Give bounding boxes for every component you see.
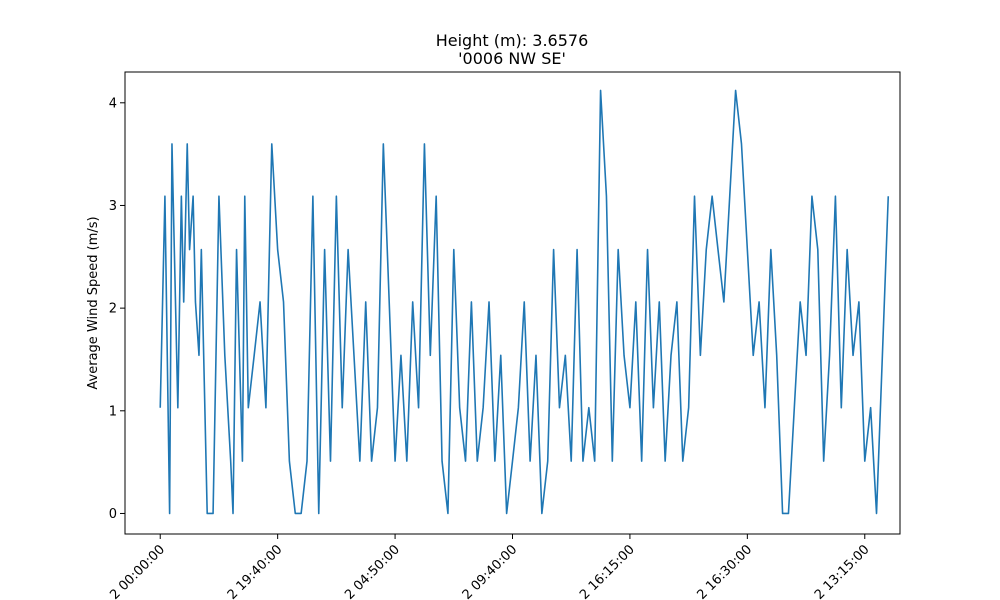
y-axis: 0 1 2 3 4	[109, 96, 125, 522]
y-tick-label: 1	[109, 404, 117, 419]
series-group	[159, 89, 890, 515]
series-line-0	[159, 89, 890, 515]
chart-title-line-1: Height (m): 3.6576	[436, 31, 589, 50]
y-axis-label: Average Wind Speed (m/s)	[86, 216, 101, 389]
y-tick-label: 4	[109, 96, 117, 111]
chart-title: Height (m): 3.6576 '0006 NW SE'	[436, 31, 589, 68]
y-tick-label: 2	[109, 302, 117, 317]
y-tick-label: 3	[109, 199, 117, 214]
y-tick-label: 0	[109, 507, 117, 522]
chart-title-line-2: '0006 NW SE'	[458, 49, 566, 68]
